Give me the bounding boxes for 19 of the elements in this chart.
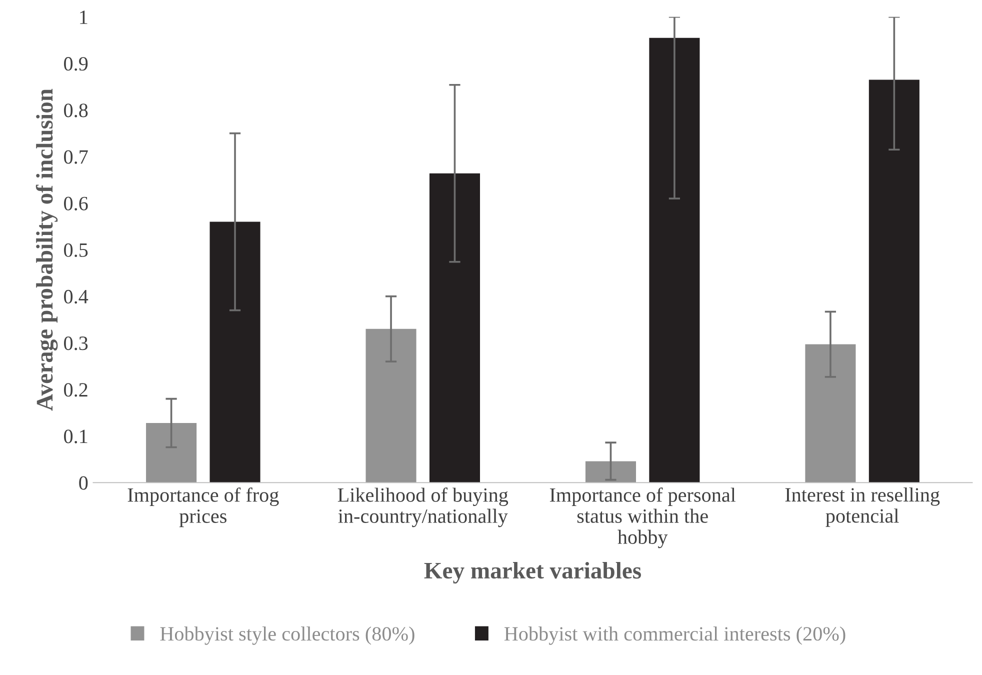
y-tick-label: 0.1: [64, 430, 88, 444]
y-tick-label: 0.4: [64, 290, 88, 304]
y-tick-label: 0.6: [64, 196, 88, 210]
y-tick-label: 0.5: [64, 243, 88, 258]
y-axis-title: Average probability of inclusion: [36, 88, 58, 411]
y-tick-label: 0.3: [64, 336, 88, 350]
y-tick-label: 0.8: [64, 104, 88, 118]
y-tick-label: 0.2: [64, 383, 88, 397]
x-axis-title: Key market variables: [424, 562, 642, 584]
legend-label: Hobbyist with commercial interests (20%): [504, 626, 846, 645]
x-tick-label: Interest in reselling potencial: [785, 487, 940, 527]
y-tick-label: 0: [79, 476, 88, 490]
x-tick-label: Importance of frog prices: [128, 487, 279, 528]
y-tick-label: 0.9: [64, 57, 88, 71]
y-tick-label: 1: [80, 10, 88, 24]
y-tick-label: 0.7: [64, 150, 88, 164]
x-tick-label: Likelihood of buying in-country/nationally: [338, 487, 508, 528]
legend-label: Hobbyist style collectors (80%): [160, 626, 414, 645]
x-tick-label: Importance of personal status within the hobby: [550, 487, 736, 548]
